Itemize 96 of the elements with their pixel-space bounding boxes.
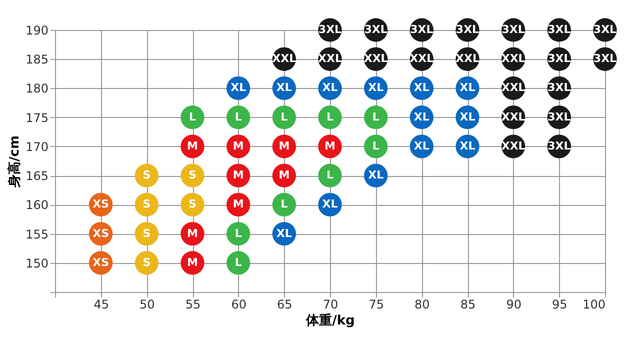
point — [272, 106, 296, 130]
text: L — [372, 110, 380, 124]
text: L — [280, 110, 288, 124]
text: S — [142, 198, 151, 211]
series-label: M — [232, 198, 244, 211]
text: M — [278, 168, 290, 182]
y-tick-label: 170 — [26, 140, 48, 154]
text: XL — [414, 139, 430, 152]
x-tick-label: 70 — [322, 298, 338, 312]
text: XL — [414, 110, 430, 124]
point — [318, 106, 342, 130]
point — [226, 106, 250, 130]
text: 3XL — [548, 23, 571, 36]
text: 3XL — [456, 23, 480, 36]
text: 3XL — [593, 23, 617, 36]
text: L — [326, 110, 334, 124]
text: XL — [460, 110, 476, 124]
text: L — [234, 110, 242, 124]
y-tick-label: 180 — [26, 82, 48, 96]
text: M — [187, 226, 198, 240]
x-tick-label: 65 — [277, 298, 292, 312]
y-tick-label: 165 — [26, 169, 48, 184]
text: M — [187, 139, 198, 152]
x-tick-label: 85 — [460, 298, 476, 312]
x-axis-title: 体重/kg — [305, 312, 355, 328]
text: S — [188, 168, 196, 182]
y-tick-label: 155 — [26, 227, 48, 242]
text: XS — [92, 226, 110, 240]
text: XL — [322, 81, 338, 94]
y-tick-label: 150 — [26, 256, 48, 270]
text: 3XL — [548, 110, 571, 124]
text: L — [234, 226, 242, 240]
text: M — [187, 256, 198, 269]
x-tick-label: 100 — [582, 298, 606, 312]
text: 3XL — [548, 139, 571, 152]
text: XL — [322, 198, 338, 211]
text: 3XL — [548, 81, 571, 94]
series-label: L — [280, 198, 288, 211]
text: XL — [276, 81, 292, 94]
text: S — [142, 226, 151, 240]
text: L — [188, 110, 196, 124]
series-label: S — [142, 256, 151, 269]
y-tick-label: 190 — [26, 24, 48, 38]
x-tick-label: 80 — [414, 298, 430, 312]
x-tick-label: 60 — [231, 298, 246, 312]
text: L — [372, 139, 380, 152]
point — [226, 222, 250, 246]
text: S — [188, 198, 196, 211]
text: XXL — [272, 52, 296, 66]
point — [318, 164, 342, 188]
text: XXL — [456, 52, 480, 66]
y-tick-label: 160 — [26, 198, 48, 212]
text: L — [234, 256, 242, 269]
text: L — [326, 168, 334, 182]
text: XXL — [501, 52, 526, 66]
series-label: XL — [230, 81, 246, 94]
text: 3XL — [502, 23, 525, 36]
text: XS — [92, 198, 110, 211]
text: S — [142, 168, 151, 182]
text: XL — [414, 81, 430, 94]
text: XXL — [364, 52, 388, 66]
point — [226, 251, 250, 275]
text: M — [324, 139, 336, 152]
series-label: XS — [92, 256, 110, 269]
text: XL — [460, 81, 476, 94]
point — [364, 134, 388, 158]
text: M — [232, 139, 244, 152]
point — [134, 222, 158, 246]
text: XL — [368, 81, 384, 94]
text: XXL — [501, 110, 526, 124]
text: XXL — [410, 52, 434, 66]
x-tick-label: 55 — [185, 298, 201, 312]
text: 3XL — [364, 23, 388, 36]
text: 3XL — [548, 52, 571, 66]
series-label: XXL — [318, 52, 342, 66]
x-tick-label: 75 — [368, 298, 384, 312]
point — [272, 192, 296, 216]
x-tick-label: 95 — [552, 298, 568, 312]
text: XL — [460, 139, 476, 152]
text: XXL — [501, 81, 526, 94]
text: XL — [276, 226, 292, 240]
point — [180, 106, 204, 130]
y-tick-label: 175 — [26, 110, 48, 125]
x-tick-label: 90 — [506, 298, 522, 312]
text: M — [278, 139, 290, 152]
series-label: 3XL — [593, 52, 617, 66]
x-tick-label: 45 — [94, 298, 109, 312]
text: 3XL — [318, 23, 342, 36]
x-tick-label: 50 — [140, 298, 155, 312]
text: 3XL — [410, 23, 434, 36]
text: XL — [368, 168, 384, 182]
y-tick-label: 185 — [26, 52, 48, 67]
text: XXL — [501, 139, 526, 152]
point — [364, 106, 388, 130]
y-axis-title: 身高/cm — [6, 136, 23, 188]
text: M — [232, 168, 244, 182]
